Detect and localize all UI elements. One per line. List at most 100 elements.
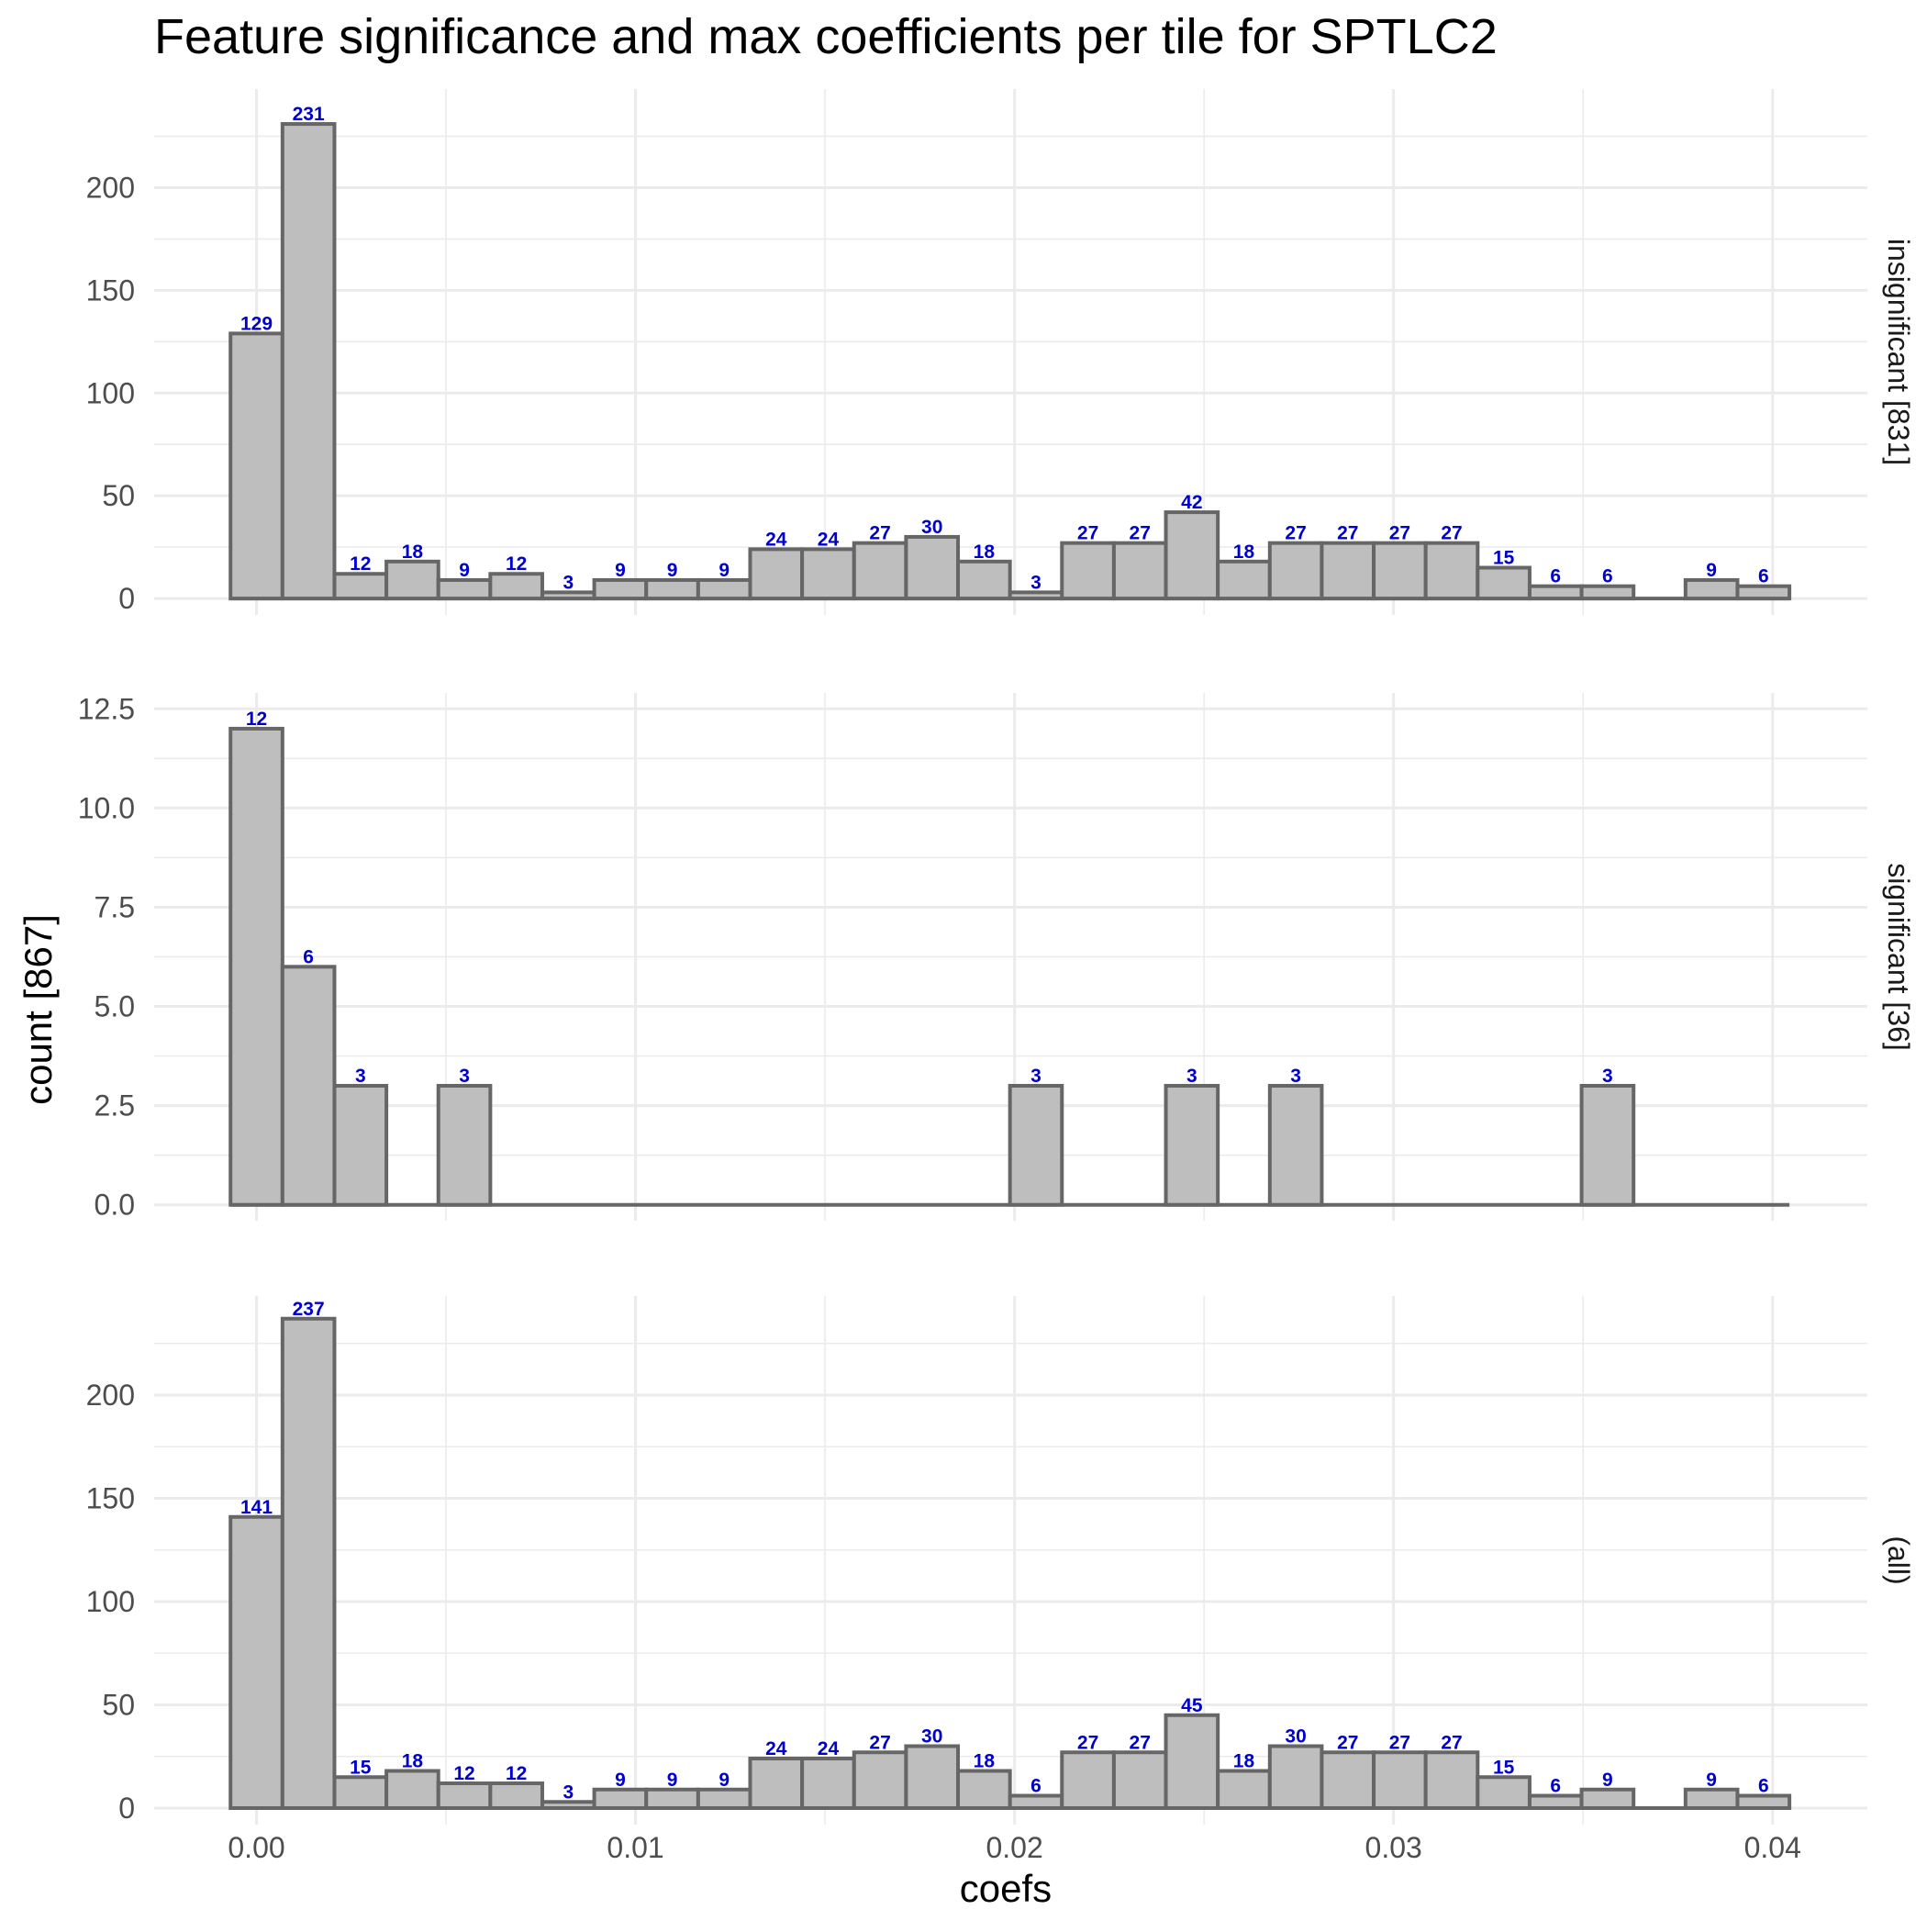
histogram-bar bbox=[1527, 1793, 1584, 1810]
bar-value-label: 27 bbox=[1077, 523, 1098, 544]
bar-value-label: 24 bbox=[765, 1738, 787, 1759]
x-axis-title: coefs bbox=[960, 1867, 1052, 1910]
bar-value-label: 6 bbox=[1550, 1776, 1561, 1797]
histogram-bar bbox=[904, 534, 961, 601]
histogram-bar bbox=[748, 547, 805, 601]
bar-value-label: 3 bbox=[563, 1781, 574, 1803]
bar-value-label: 27 bbox=[1441, 1732, 1462, 1753]
x-tick-label: 0.03 bbox=[1365, 1831, 1422, 1864]
facet-panel: 0 50 100 150 200 141 237 15 18 12 12 3 9 9 9 24 24 27 30 18… bbox=[86, 1296, 1915, 1825]
y-tick-label: 150 bbox=[86, 274, 135, 307]
bar-value-label: 9 bbox=[1706, 1770, 1717, 1791]
histogram-bar bbox=[1216, 1769, 1272, 1810]
y-tick-label: 0 bbox=[118, 1792, 135, 1825]
histogram-bar bbox=[488, 1781, 544, 1810]
histogram-bar bbox=[1320, 1750, 1376, 1810]
bar-value-label: 3 bbox=[1030, 572, 1041, 593]
facet-panel: 0 50 100 150 200 129 231 12 18 9 12 3 9 9 9 24 24 27 30 18 3… bbox=[86, 89, 1915, 615]
histogram-bar bbox=[800, 547, 856, 601]
histogram-bar bbox=[956, 559, 1012, 601]
facet-strip-label: (all) bbox=[1882, 1536, 1915, 1584]
bar-value-label: 27 bbox=[1077, 1732, 1098, 1753]
bar-value-label: 24 bbox=[765, 529, 787, 550]
bar-value-label: 9 bbox=[667, 560, 678, 581]
bar-value-label: 12 bbox=[506, 1763, 527, 1784]
histogram-bar bbox=[852, 541, 908, 601]
y-tick-label: 7.5 bbox=[95, 890, 135, 923]
histogram-bar bbox=[1111, 1750, 1168, 1810]
y-tick-label: 200 bbox=[86, 171, 135, 204]
bar-value-label: 27 bbox=[869, 1732, 890, 1753]
bar-value-label: 9 bbox=[1706, 560, 1717, 581]
bar-value-label: 15 bbox=[1493, 1757, 1515, 1778]
histogram-bar bbox=[1111, 541, 1168, 601]
y-tick-label: 0 bbox=[118, 582, 135, 615]
histogram-bar bbox=[280, 122, 337, 601]
bar-value-label: 237 bbox=[293, 1299, 325, 1320]
bar-value-label: 18 bbox=[402, 542, 424, 563]
histogram-bar bbox=[644, 577, 700, 601]
histogram-bar bbox=[1735, 584, 1792, 601]
bar-value-label: 6 bbox=[1030, 1776, 1041, 1797]
y-tick-label: 100 bbox=[86, 376, 135, 409]
histogram-bar bbox=[384, 1769, 440, 1810]
histogram-bar bbox=[800, 1757, 856, 1810]
bar-value-label: 27 bbox=[1389, 523, 1410, 544]
y-axis-title: count [867] bbox=[17, 914, 60, 1105]
y-tick-label: 50 bbox=[102, 479, 135, 512]
y-tick-label: 12.5 bbox=[78, 692, 135, 725]
x-tick-label: 0.00 bbox=[228, 1831, 284, 1864]
histogram-bar bbox=[696, 577, 752, 601]
histogram-bar bbox=[1423, 1750, 1480, 1810]
histogram-bar bbox=[1372, 1750, 1428, 1810]
histogram-bar bbox=[592, 1787, 649, 1810]
bar-value-label: 6 bbox=[1758, 566, 1769, 587]
bar-value-label: 3 bbox=[459, 1066, 470, 1087]
histogram-bar bbox=[488, 572, 544, 601]
bar-value-label: 6 bbox=[1758, 1776, 1769, 1797]
histogram-bar bbox=[1060, 1750, 1116, 1810]
bar-value-label: 6 bbox=[1550, 566, 1561, 587]
y-tick-label: 150 bbox=[86, 1482, 135, 1515]
histogram-bar bbox=[1527, 584, 1584, 601]
bar-value-label: 24 bbox=[818, 1738, 840, 1759]
histogram-bar bbox=[1476, 565, 1532, 601]
histogram-bar bbox=[904, 1744, 961, 1810]
bar-value-label: 30 bbox=[1285, 1726, 1306, 1748]
bar-value-label: 18 bbox=[974, 1751, 996, 1772]
bar-value-label: 27 bbox=[1285, 523, 1306, 544]
histogram-bar bbox=[1216, 559, 1272, 601]
bar-value-label: 12 bbox=[506, 553, 527, 575]
bar-value-label: 3 bbox=[1030, 1066, 1041, 1087]
bar-value-label: 6 bbox=[1602, 566, 1613, 587]
bar-value-label: 231 bbox=[293, 104, 325, 125]
histogram-bar bbox=[644, 1787, 700, 1810]
bar-value-label: 9 bbox=[615, 560, 626, 581]
bar-value-label: 3 bbox=[355, 1066, 366, 1087]
histogram-bar bbox=[1164, 1713, 1220, 1810]
bar-value-label: 27 bbox=[1130, 523, 1151, 544]
bar-value-label: 9 bbox=[459, 560, 470, 581]
bar-value-label: 141 bbox=[240, 1497, 273, 1518]
histogram-bar bbox=[1320, 541, 1376, 601]
histogram-bar bbox=[1579, 584, 1636, 601]
histogram-bar bbox=[1164, 510, 1220, 601]
histogram-bar bbox=[1735, 1793, 1792, 1810]
bar-value-label: 18 bbox=[1233, 542, 1255, 563]
histogram-bar bbox=[1476, 1775, 1532, 1810]
histogram-bar bbox=[1008, 1793, 1064, 1810]
histogram-bar bbox=[1683, 577, 1740, 601]
histogram-bar bbox=[1683, 1787, 1740, 1810]
bar-value-label: 3 bbox=[1602, 1066, 1613, 1087]
histogram-bar bbox=[1008, 1084, 1064, 1207]
histogram-bar bbox=[436, 577, 493, 601]
histogram-bar bbox=[696, 1787, 752, 1810]
y-tick-label: 10.0 bbox=[78, 791, 135, 824]
histogram-bar bbox=[540, 1800, 596, 1810]
histogram-bar bbox=[1267, 1084, 1324, 1207]
x-tick-label: 0.02 bbox=[986, 1831, 1042, 1864]
bar-value-label: 9 bbox=[615, 1770, 626, 1791]
bar-value-label: 9 bbox=[667, 1770, 678, 1791]
histogram-bar bbox=[592, 577, 649, 601]
